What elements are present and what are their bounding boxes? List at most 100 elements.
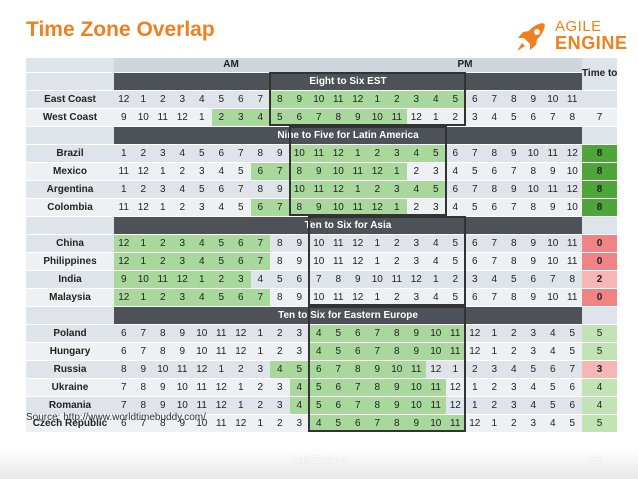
hour-cell: 6 (523, 108, 543, 127)
hour-cell: 11 (153, 270, 173, 289)
hour-cell: 10 (406, 378, 426, 397)
hour-cell: 3 (153, 144, 173, 163)
hour-cell: 12 (445, 396, 465, 415)
hour-cell: 1 (426, 270, 446, 289)
hour-cell: 1 (133, 90, 153, 109)
location-name: Hungary (26, 342, 114, 361)
hour-cell: 3 (289, 324, 309, 343)
hour-cell: 4 (192, 90, 212, 109)
hour-cell: 8 (484, 144, 504, 163)
hour-cell: 5 (445, 90, 465, 109)
location-name: West Coast (26, 108, 114, 127)
hour-cell: 3 (153, 180, 173, 199)
hour-cell: 6 (465, 90, 485, 109)
hour-cell: 7 (504, 162, 524, 181)
hour-cell: 1 (114, 144, 134, 163)
section-header-row: Eight to Six EST (26, 72, 617, 91)
section-blank-cell (582, 216, 617, 235)
hour-cell: 6 (465, 252, 485, 271)
location-name: East Coast (26, 90, 114, 109)
hour-cell: 2 (445, 108, 465, 127)
section-label: Nine to Five for Latin America (114, 126, 582, 145)
location-name: Ukraine (26, 378, 114, 397)
hour-cell: 2 (484, 378, 504, 397)
hour-cell: 9 (270, 180, 290, 199)
hour-cell: 7 (114, 396, 134, 415)
hour-cell: 2 (367, 180, 387, 199)
hour-cell: 12 (231, 342, 251, 361)
hour-cell: 3 (465, 108, 485, 127)
section-blank-cell (26, 306, 114, 325)
hour-cell: 7 (114, 378, 134, 397)
hour-cell: 5 (543, 396, 563, 415)
source-note: Source: http://www.worldtimebuddy.com/ (26, 412, 206, 423)
hour-cell: 1 (465, 396, 485, 415)
hour-cell: 2 (133, 180, 153, 199)
hour-cell: 10 (309, 252, 329, 271)
hour-cell: 12 (367, 198, 387, 217)
hour-cell: 6 (211, 180, 231, 199)
hour-cell: 9 (387, 378, 407, 397)
hour-cell: 3 (426, 162, 446, 181)
hour-cell: 5 (309, 396, 329, 415)
hour-cell: 9 (406, 342, 426, 361)
section-header-row: Nine to Five for Latin America (26, 126, 617, 145)
hour-cell: 4 (172, 144, 192, 163)
hour-cell: 4 (309, 324, 329, 343)
hour-cell: 9 (406, 324, 426, 343)
hour-cell: 3 (523, 324, 543, 343)
hour-cell: 10 (543, 234, 563, 253)
hour-cell: 4 (484, 108, 504, 127)
hour-cell: 10 (328, 162, 348, 181)
hour-cell: 9 (309, 198, 329, 217)
hour-cell: 10 (367, 108, 387, 127)
hour-cell: 2 (250, 378, 270, 397)
hour-cell: 7 (484, 90, 504, 109)
logo-text-agile: AGILE (555, 18, 602, 35)
hour-cell: 10 (192, 414, 212, 433)
hour-cell: 11 (562, 252, 582, 271)
rocket-icon (517, 23, 545, 51)
time-zone-table: AM PM Time to coop. Eight to Six ESTEast… (26, 58, 617, 433)
hour-cell: 11 (445, 342, 465, 361)
hour-cell: 5 (211, 288, 231, 307)
hour-cell: 1 (133, 288, 153, 307)
table-row: Ukraine 7 8 9 10 11 12 1 2 3 4 5 6 7 8 9 10 11 12 1 2 3 4 5 6 4 (26, 378, 617, 397)
hour-cell: 7 (270, 162, 290, 181)
hour-cell: 6 (231, 234, 251, 253)
hour-cell: 7 (250, 90, 270, 109)
hour-cell: 2 (484, 396, 504, 415)
coop-hours-cell: 3 (582, 360, 617, 379)
hour-cell: 3 (523, 342, 543, 361)
hour-cell: 11 (328, 252, 348, 271)
hour-cell: 6 (309, 360, 329, 379)
hour-cell: 6 (562, 396, 582, 415)
hour-cell: 1 (367, 288, 387, 307)
hour-cell: 12 (367, 162, 387, 181)
hour-cell: 4 (250, 270, 270, 289)
hour-cell: 6 (348, 324, 368, 343)
hour-cell: 1 (348, 180, 368, 199)
hour-cell: 5 (328, 342, 348, 361)
coop-hours-cell (582, 90, 617, 109)
hour-cell: 12 (192, 360, 212, 379)
hour-cell: 11 (426, 378, 446, 397)
coop-hours-cell: 0 (582, 234, 617, 253)
hour-cell: 12 (114, 90, 134, 109)
hour-cell: 4 (270, 360, 290, 379)
hour-cell: 12 (231, 414, 251, 433)
hour-cell: 10 (523, 144, 543, 163)
hour-cell: 9 (289, 234, 309, 253)
hour-cell: 1 (133, 252, 153, 271)
hour-cell: 6 (231, 90, 251, 109)
hour-cell: 8 (133, 396, 153, 415)
hour-cell: 9 (367, 360, 387, 379)
hour-cell: 9 (387, 396, 407, 415)
hour-cell: 9 (523, 252, 543, 271)
hour-cell: 5 (465, 198, 485, 217)
hour-cell: 4 (289, 378, 309, 397)
section-label: Ten to Six for Eastern Europe (114, 306, 582, 325)
hour-cell: 5 (426, 144, 446, 163)
hour-cell: 11 (348, 198, 368, 217)
hour-cell: 3 (270, 396, 290, 415)
